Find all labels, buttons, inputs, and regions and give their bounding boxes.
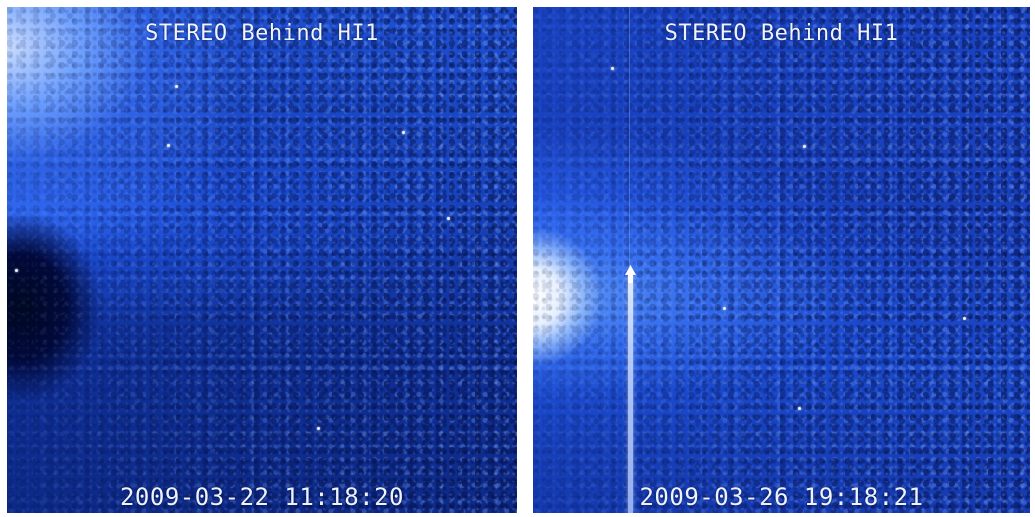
- noise-texture: [533, 7, 1030, 513]
- saturation-streak: [628, 275, 633, 513]
- star: [317, 427, 320, 430]
- star: [803, 145, 806, 148]
- coronal-background: [533, 7, 1030, 513]
- column-artifact: [629, 7, 630, 267]
- star: [447, 217, 450, 220]
- star: [167, 144, 170, 147]
- star: [723, 307, 726, 310]
- panel-timestamp: 2009-03-26 19:18:21: [639, 483, 924, 511]
- star: [402, 131, 405, 134]
- coronal-background: [7, 7, 517, 513]
- image-panel-right: STEREO Behind HI1 2009-03-26 19:18:21: [533, 7, 1030, 513]
- noise-texture-fine: [533, 7, 1030, 513]
- star: [963, 317, 966, 320]
- panel-title: STEREO Behind HI1: [145, 21, 379, 46]
- image-panel-left: STEREO Behind HI1 2009-03-22 11:18:20: [7, 7, 517, 513]
- panel-timestamp: 2009-03-22 11:18:20: [119, 483, 405, 511]
- noise-texture-fine: [7, 7, 517, 513]
- saturation-streak-head: [625, 265, 636, 283]
- star: [15, 269, 18, 272]
- star: [611, 67, 614, 70]
- star: [798, 407, 801, 410]
- panel-title: STEREO Behind HI1: [664, 21, 899, 46]
- noise-texture: [7, 7, 517, 513]
- star: [175, 85, 178, 88]
